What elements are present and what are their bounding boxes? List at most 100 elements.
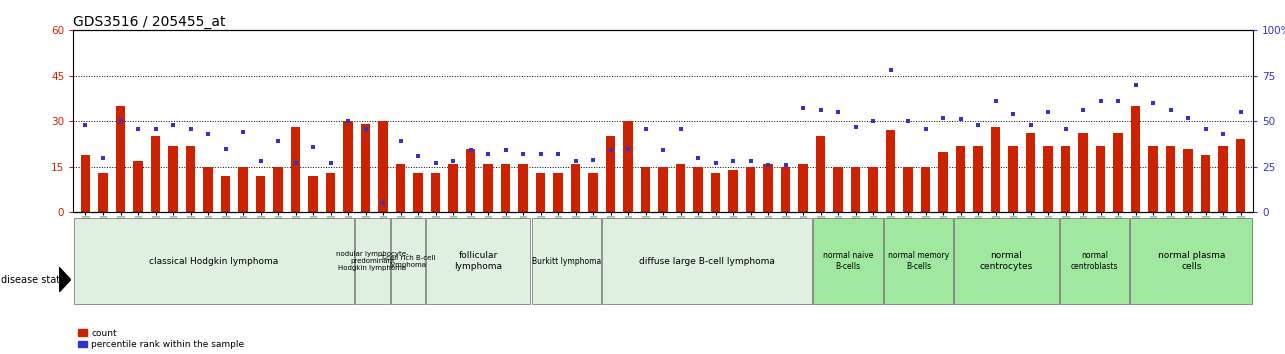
Bar	[116, 106, 126, 212]
Bar	[1236, 139, 1245, 212]
Point	[1126, 82, 1146, 87]
Bar	[448, 164, 457, 212]
Bar	[1061, 145, 1070, 212]
Bar	[425, 218, 531, 304]
Point	[233, 129, 253, 135]
Bar	[325, 173, 335, 212]
Bar	[391, 218, 425, 304]
Bar	[885, 130, 896, 212]
Bar	[73, 218, 355, 304]
Point	[303, 144, 324, 150]
Point	[373, 200, 393, 206]
Bar	[884, 218, 953, 304]
Bar	[81, 155, 90, 212]
Point	[127, 126, 148, 131]
Point	[828, 109, 848, 115]
Bar	[745, 167, 756, 212]
Text: Burkitt lymphoma: Burkitt lymphoma	[532, 257, 601, 266]
Bar	[1218, 145, 1228, 212]
Legend: count, percentile rank within the sample: count, percentile rank within the sample	[78, 329, 244, 349]
Bar	[361, 124, 370, 212]
Point	[583, 157, 604, 162]
Bar	[1096, 145, 1105, 212]
Point	[460, 148, 481, 153]
Bar	[356, 218, 389, 304]
Bar	[781, 167, 790, 212]
Bar	[1165, 145, 1176, 212]
Text: nodular lymphocyte-
predominant
Hodgkin lymphoma: nodular lymphocyte- predominant Hodgkin …	[337, 251, 409, 271]
Point	[722, 159, 743, 164]
Point	[1213, 131, 1234, 137]
Bar	[589, 173, 598, 212]
Bar	[641, 167, 650, 212]
Point	[740, 159, 761, 164]
Bar	[518, 164, 528, 212]
Point	[531, 151, 551, 157]
Bar	[1131, 106, 1140, 212]
Point	[1020, 122, 1041, 128]
Point	[1002, 111, 1023, 117]
Bar	[816, 136, 825, 212]
Bar	[798, 164, 808, 212]
Point	[355, 126, 375, 131]
Point	[338, 118, 359, 124]
Bar	[693, 167, 703, 212]
Point	[163, 122, 184, 128]
Bar	[623, 121, 634, 212]
Bar	[98, 173, 108, 212]
Point	[1055, 126, 1076, 131]
Bar	[571, 164, 581, 212]
Bar	[1043, 145, 1052, 212]
Point	[846, 124, 866, 130]
Bar	[536, 173, 545, 212]
Bar	[658, 167, 668, 212]
Bar	[168, 145, 177, 212]
Bar	[414, 173, 423, 212]
Text: diffuse large B-cell lymphoma: diffuse large B-cell lymphoma	[639, 257, 775, 266]
Bar	[1078, 133, 1088, 212]
Point	[898, 118, 919, 124]
Bar	[921, 167, 930, 212]
Point	[915, 126, 935, 131]
Text: normal memory
B-cells: normal memory B-cells	[888, 251, 948, 271]
Point	[1160, 108, 1181, 113]
Point	[1230, 109, 1250, 115]
Bar	[953, 218, 1059, 304]
Bar	[221, 176, 230, 212]
Point	[653, 148, 673, 153]
Bar	[238, 167, 248, 212]
Point	[407, 153, 428, 159]
Point	[1142, 100, 1163, 106]
Text: normal
centrocytes: normal centrocytes	[979, 251, 1033, 271]
Point	[391, 138, 411, 144]
Point	[775, 162, 795, 168]
Bar	[203, 167, 213, 212]
Bar	[833, 167, 843, 212]
Point	[93, 155, 113, 161]
Point	[618, 146, 639, 152]
Bar	[150, 136, 161, 212]
Point	[1178, 115, 1199, 120]
Bar	[851, 167, 861, 212]
Point	[285, 160, 306, 166]
Bar	[308, 176, 317, 212]
Bar	[378, 121, 388, 212]
Bar	[903, 167, 912, 212]
Bar	[1060, 218, 1130, 304]
Point	[180, 126, 200, 131]
Point	[425, 160, 446, 166]
Text: T-cell rich B-cell
lymphoma: T-cell rich B-cell lymphoma	[380, 255, 436, 268]
Bar	[605, 136, 616, 212]
Point	[215, 146, 235, 152]
Bar	[763, 164, 772, 212]
Bar	[1009, 145, 1018, 212]
Bar	[1183, 149, 1192, 212]
Bar	[676, 164, 685, 212]
Text: normal plasma
cells: normal plasma cells	[1158, 251, 1225, 271]
Bar	[973, 145, 983, 212]
Point	[600, 148, 621, 153]
Point	[671, 126, 691, 131]
Bar	[274, 167, 283, 212]
Point	[495, 148, 515, 153]
Point	[1108, 98, 1128, 104]
